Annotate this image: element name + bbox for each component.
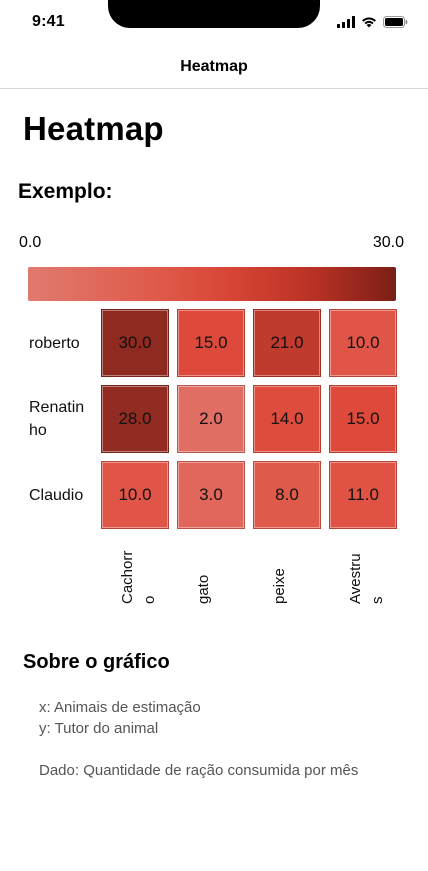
wifi-icon (361, 15, 377, 33)
heatmap-cell: 14.0 (253, 385, 321, 453)
scale-min-label: 0.0 (19, 234, 42, 251)
heatmap-cell: 28.0 (101, 385, 169, 453)
heatmap-column-label: Avestru s (339, 538, 386, 608)
status-time: 9:41 (32, 13, 65, 30)
heatmap-cell: 3.0 (177, 461, 245, 529)
cellular-signal-icon (337, 15, 355, 33)
heatmap-cell: 15.0 (329, 385, 397, 453)
heatmap-column-label-text: peixe (271, 568, 288, 604)
heatmap-cell: 8.0 (253, 461, 321, 529)
heatmap-column-label-text: Cachorr o (119, 550, 158, 604)
status-bar: 9:41 (0, 0, 428, 44)
heatmap-row-label: Claudio (29, 486, 84, 504)
battery-icon (383, 15, 408, 33)
heatmap-column-label: peixe (263, 538, 303, 608)
color-scale-bar (28, 267, 396, 301)
heatmap-cell: 11.0 (329, 461, 397, 529)
heatmap-cell: 30.0 (101, 309, 169, 377)
heatmap-cell: 21.0 (253, 309, 321, 377)
heatmap-cell: 15.0 (177, 309, 245, 377)
heatmap-cell: 10.0 (329, 309, 397, 377)
heatmap-cell: 10.0 (101, 461, 169, 529)
about-y-axis-description: y: Tutor do animal (39, 720, 159, 737)
page-title: Heatmap (23, 110, 164, 147)
about-title: Sobre o gráfico (23, 651, 170, 673)
heatmap-column-label-text: Avestru s (347, 553, 386, 604)
about-x-axis-description: x: Animais de estimação (39, 699, 201, 716)
device-notch (108, 0, 320, 28)
heatmap-column-label: gato (187, 538, 227, 608)
navigation-bar: Heatmap (0, 44, 428, 89)
heatmap-row-label: roberto (29, 334, 80, 352)
heatmap-cell: 2.0 (177, 385, 245, 453)
section-title: Exemplo: (18, 180, 113, 203)
about-data-description: Dado: Quantidade de ração consumida por … (39, 762, 359, 779)
scale-max-label: 30.0 (372, 234, 404, 251)
nav-title: Heatmap (180, 58, 248, 75)
heatmap-row-label: Renatin ho (29, 399, 85, 439)
heatmap-column-label-text: gato (195, 574, 212, 604)
heatmap-column-label: Cachorr o (111, 538, 158, 608)
status-icons (337, 15, 408, 33)
